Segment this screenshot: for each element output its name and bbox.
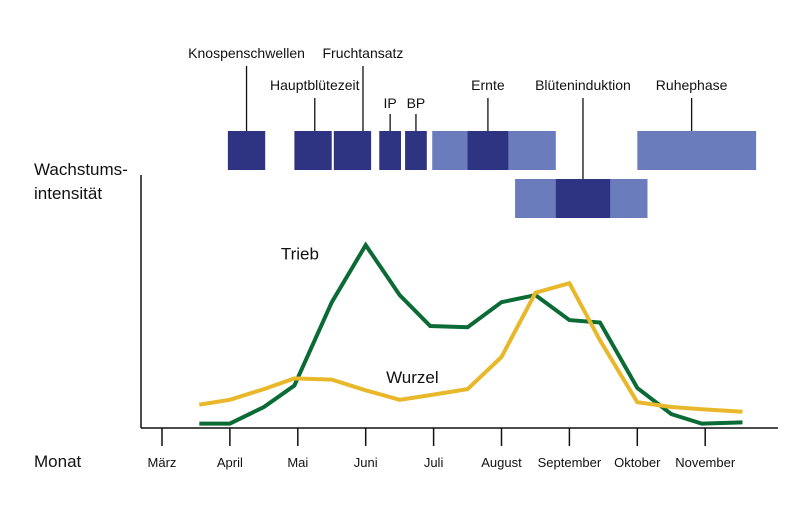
y-axis-label-line2: intensität <box>34 184 102 203</box>
x-tick-label: April <box>217 455 243 470</box>
phase-bar <box>637 131 757 170</box>
x-tick-label: Mai <box>287 455 308 470</box>
x-ticks: März April Mai Juni Juli August September Oktob… <box>148 428 736 470</box>
x-tick-label: Juli <box>424 455 444 470</box>
phase-bar <box>405 131 427 170</box>
phase-bar <box>333 131 372 170</box>
phase-label: Knospenschwellen <box>188 45 305 61</box>
series-line-trieb <box>199 241 743 426</box>
x-axis-label: Monat <box>34 452 82 471</box>
phase-bar <box>294 131 332 170</box>
series-label: Trieb <box>281 244 319 263</box>
phase-label: Ruhephase <box>656 77 728 93</box>
phase-bar <box>379 131 402 170</box>
series-line-wurzel <box>198 280 743 414</box>
phase-label: Blüteninduktion <box>535 77 631 93</box>
phase-label: Ernte <box>471 77 505 93</box>
phase-bar-core <box>467 131 509 170</box>
phase-bar <box>227 131 266 170</box>
phase-bar-core <box>555 179 611 218</box>
phase-label: Hauptblütezeit <box>270 77 360 93</box>
x-tick-label: Oktober <box>614 455 661 470</box>
phase-label: BP <box>407 95 426 111</box>
x-tick-label: Juni <box>354 455 378 470</box>
series-labels: Trieb Wurzel <box>281 244 439 387</box>
phase-label: IP <box>384 95 397 111</box>
phase-label: Fruchtansatz <box>323 45 404 61</box>
x-tick-label: August <box>481 455 522 470</box>
series-label: Wurzel <box>386 368 439 387</box>
phase-bars: Knospenschwellen Hauptblütezeit Fruchtansa… <box>188 45 757 218</box>
y-axis-label-line1: Wachstums- <box>34 160 128 179</box>
x-tick-label: November <box>675 455 736 470</box>
x-tick-label: März <box>148 455 177 470</box>
series-lines <box>198 241 743 426</box>
x-tick-label: September <box>538 455 602 470</box>
